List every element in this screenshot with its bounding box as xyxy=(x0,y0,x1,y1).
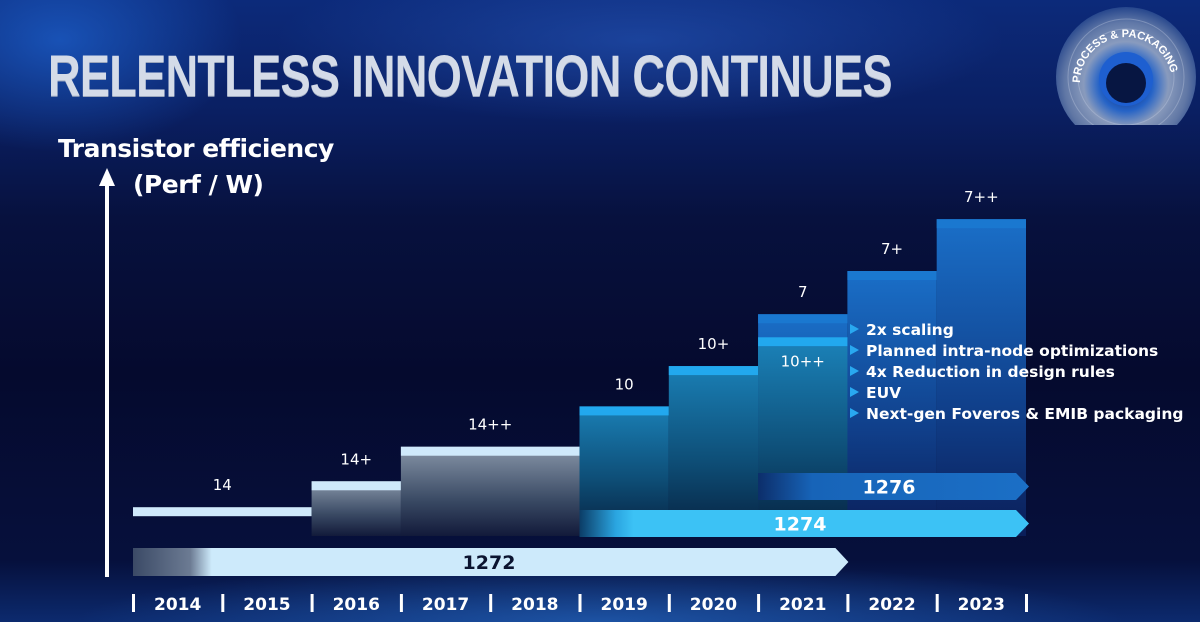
node-bar-cap xyxy=(400,446,580,456)
process-arrow-1272: 1272 xyxy=(133,548,849,576)
x-tick-separator xyxy=(399,594,403,612)
x-tick-label: 2015 xyxy=(243,595,290,615)
process-arrow-shape xyxy=(133,548,849,576)
node-bar-body xyxy=(400,446,580,536)
node-label: 7+ xyxy=(881,240,903,258)
node-bar-cap xyxy=(847,271,937,281)
x-tick-label: 2014 xyxy=(154,595,201,615)
node-bar-cap xyxy=(311,481,401,491)
node-bar-cap xyxy=(668,366,759,376)
node-label: 10+ xyxy=(698,335,730,353)
triangle-bullet-icon xyxy=(850,366,859,376)
x-tick-separator xyxy=(578,594,582,612)
node-label: 10++ xyxy=(781,352,825,370)
node-label: 14++ xyxy=(468,416,512,434)
triangle-bullet-icon xyxy=(850,387,859,397)
node-bar-cap-10pp xyxy=(758,337,848,347)
process-arrow-label: 1276 xyxy=(863,477,916,499)
x-tick-label: 2016 xyxy=(333,595,380,615)
node-bar-cap xyxy=(758,314,848,324)
triangle-bullet-icon xyxy=(850,408,859,418)
x-tick-separator xyxy=(1025,594,1028,612)
feature-item: 4x Reduction in design rules xyxy=(850,362,1183,383)
node-bar-cap xyxy=(579,406,669,416)
node-bar-cap xyxy=(936,219,1026,229)
x-tick-label: 2023 xyxy=(958,595,1005,615)
x-tick-separator xyxy=(667,594,671,612)
node-bar-14pp: 14++ xyxy=(400,416,580,536)
feature-item: Next-gen Foveros & EMIB packaging xyxy=(850,404,1183,425)
process-arrow-1274: 1274 xyxy=(579,510,1029,537)
x-tick-label: 2021 xyxy=(779,595,826,615)
process-packaging-badge-icon: PROCESS & PACKAGING xyxy=(1056,7,1196,125)
node-bar-cap xyxy=(133,507,312,517)
feature-list: 2x scaling Planned intra-node optimizati… xyxy=(850,320,1183,425)
node-label: 14+ xyxy=(340,450,372,468)
x-tick-separator xyxy=(221,594,225,612)
feature-item: 2x scaling xyxy=(850,320,1183,341)
x-tick-separator xyxy=(935,594,939,612)
node-bar-body xyxy=(668,366,759,536)
x-tick-label: 2022 xyxy=(868,595,915,615)
node-label: 14 xyxy=(213,476,232,494)
node-bar-14p: 14+ xyxy=(311,450,401,536)
x-tick-label: 2019 xyxy=(600,595,647,615)
y-axis-arrowhead-icon xyxy=(99,168,115,186)
x-tick-separator xyxy=(489,594,493,612)
triangle-bullet-icon xyxy=(850,345,859,355)
node-bar-10p: 10+ xyxy=(668,335,759,536)
triangle-bullet-icon xyxy=(850,324,859,334)
y-axis-label-unit: (Perf / W) xyxy=(133,170,264,199)
node-bar-body xyxy=(311,481,401,536)
process-arrow-shape xyxy=(758,473,1029,500)
node-label: 7 xyxy=(798,283,808,301)
node-label: 7++ xyxy=(964,188,999,206)
x-tick-separator xyxy=(310,594,314,612)
x-tick-label: 2020 xyxy=(690,595,737,615)
process-arrow-label: 1272 xyxy=(463,552,516,574)
slide-title: RELENTLESS INNOVATION CONTINUES xyxy=(48,44,893,109)
node-bar-body-10pp xyxy=(758,346,848,536)
process-arrow-1276: 1276 xyxy=(758,473,1029,500)
feature-item: Planned intra-node optimizations xyxy=(850,341,1183,362)
x-tick-label: 2017 xyxy=(422,595,469,615)
node-label: 10 xyxy=(615,375,634,393)
x-tick-separator xyxy=(132,594,135,612)
x-tick-separator xyxy=(757,594,761,612)
feature-item: EUV xyxy=(850,383,1183,404)
x-tick-separator xyxy=(846,594,850,612)
node-bar-14: 14 xyxy=(133,476,312,517)
y-axis-label: Transistor efficiency xyxy=(58,134,334,163)
x-tick-label: 2018 xyxy=(511,595,558,615)
process-arrow-label: 1274 xyxy=(774,514,827,536)
process-arrow-shape xyxy=(579,510,1029,537)
